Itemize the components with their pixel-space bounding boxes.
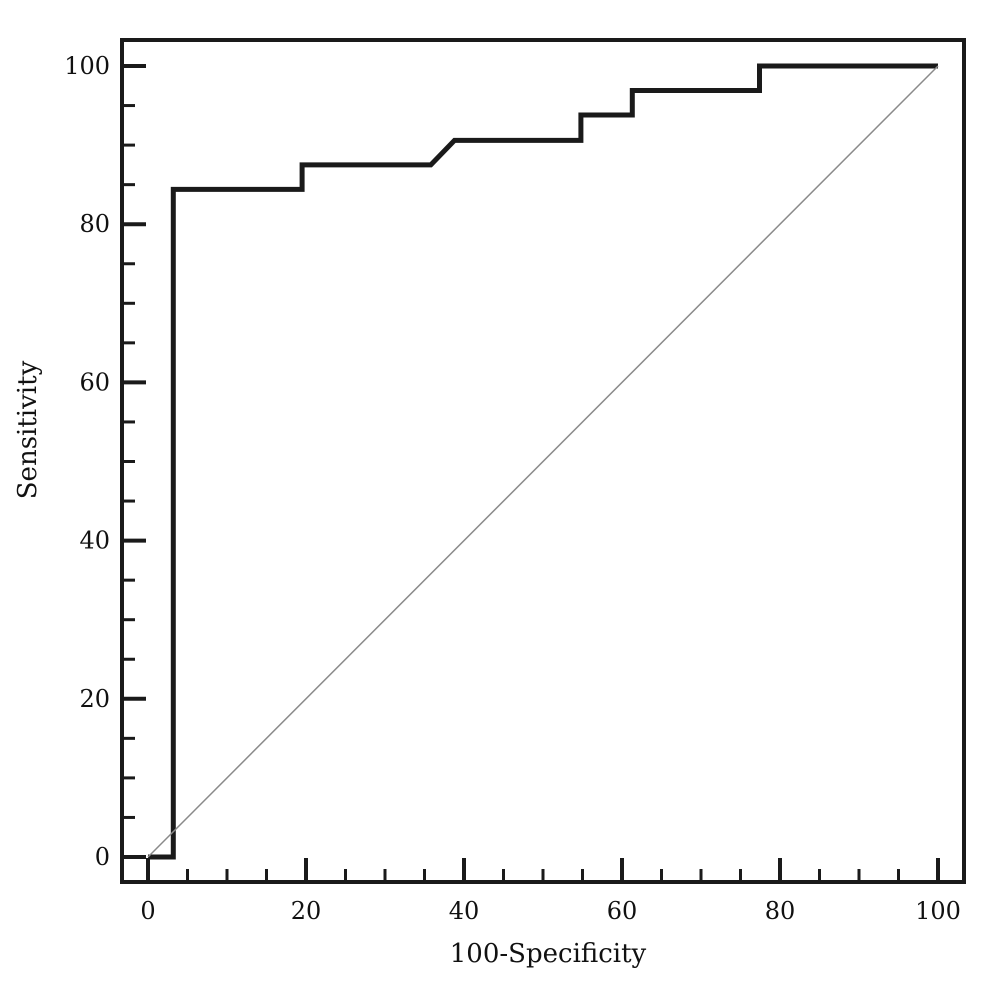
y-axis-title: Sensitivity (13, 360, 43, 499)
x-tick-label: 80 (765, 897, 796, 925)
x-tick-label: 40 (449, 897, 480, 925)
y-tick-label: 60 (79, 368, 110, 396)
x-axis-title: 100-Specificity (450, 939, 647, 969)
roc-curve (148, 63, 938, 860)
y-tick-label: 100 (64, 52, 110, 80)
y-tick-label: 20 (79, 685, 110, 713)
x-tick-label: 100 (915, 897, 961, 925)
x-tick-label: 0 (140, 897, 155, 925)
y-tick-label: 80 (79, 210, 110, 238)
y-tick-label: 40 (79, 527, 110, 555)
series-layer (147, 63, 939, 860)
reference-diagonal-line (147, 65, 939, 858)
x-tick-label: 20 (291, 897, 322, 925)
ticks-layer (122, 64, 940, 882)
y-tick-label: 0 (95, 843, 110, 871)
tick-labels-layer: 0 20 40 60 80 100 0 20 40 60 80 100 (64, 52, 961, 925)
x-tick-label: 60 (607, 897, 638, 925)
